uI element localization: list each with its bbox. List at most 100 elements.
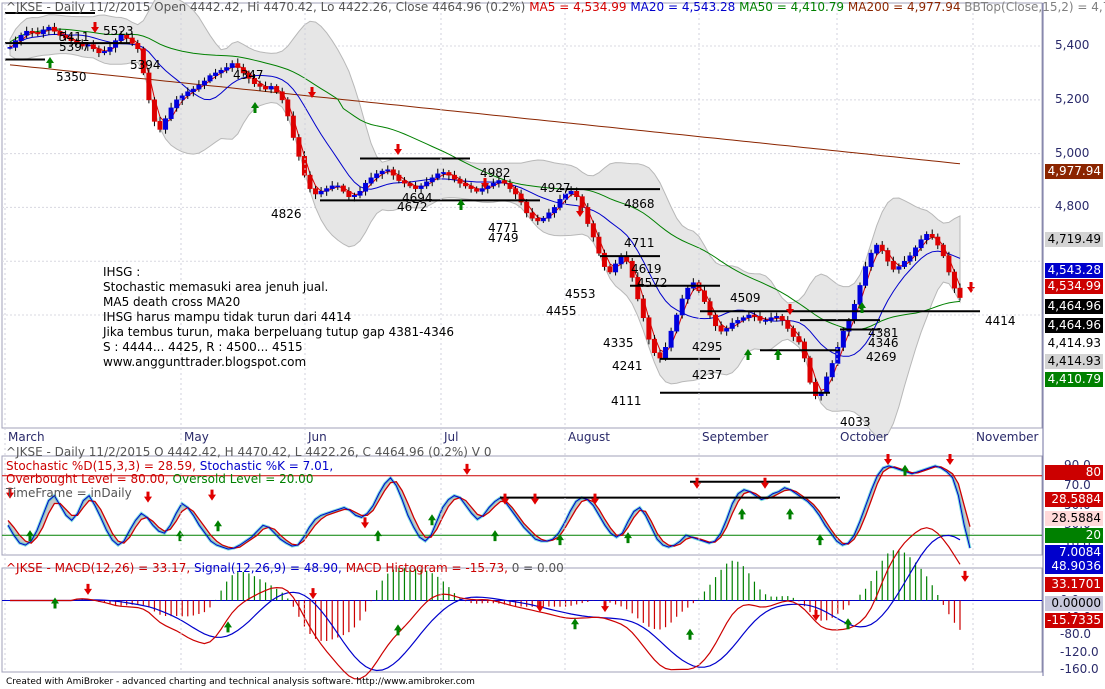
candle-down: [63, 34, 69, 39]
candle-down: [507, 182, 513, 189]
candle-up: [763, 320, 769, 322]
value-badge: -15.7335: [1045, 613, 1103, 628]
candle-down: [296, 137, 302, 157]
ma-label: BBTop(Close,15,2) = 4,719.: [964, 0, 1105, 14]
candle-down: [246, 72, 252, 79]
candle-up: [24, 30, 30, 36]
candle-up: [179, 95, 185, 101]
candle-up: [357, 190, 363, 196]
candle-down: [274, 86, 280, 93]
candle-up: [185, 91, 191, 97]
candle-down: [140, 48, 146, 74]
candle-up: [824, 376, 830, 394]
candle-down: [701, 290, 707, 302]
price-level-label: 4749: [488, 231, 519, 245]
price-level-label: 4237: [692, 368, 723, 382]
stoch-sell-arrow-icon: [463, 463, 471, 475]
price-level-label: 5397: [59, 40, 90, 54]
candle-down: [890, 260, 896, 270]
candle-up: [840, 330, 846, 348]
price-level-label: 4295: [692, 340, 723, 354]
value-badge: 48.9036: [1045, 559, 1103, 574]
candle-down: [157, 121, 163, 130]
candle-down: [785, 320, 791, 329]
stoch-y-tick: 70.0: [1064, 477, 1091, 492]
candle-down: [929, 234, 935, 238]
sell-arrow-icon: [91, 22, 99, 33]
stoch-sell-arrow-icon: [361, 517, 369, 529]
note-line: MA5 death cross MA20: [103, 295, 241, 309]
stoch-buy-arrow-icon: [491, 530, 499, 542]
stoch-buy-arrow-icon: [26, 530, 34, 542]
candle-up: [363, 182, 369, 192]
price-level-label: 4335: [603, 336, 634, 350]
stoch-d-line: [7, 466, 971, 549]
candle-up: [324, 188, 330, 192]
buy-arrow-icon: [251, 102, 259, 113]
analysis-note: IHSG : Stochastic memasuki area jenuh jua…: [103, 265, 454, 370]
candle-down: [313, 188, 319, 195]
macd-panel: [1, 567, 1043, 673]
candle-up: [479, 188, 485, 192]
stoch-sell-arrow-icon: [693, 477, 701, 489]
candle-down: [524, 201, 530, 214]
price-header: ^JKSE - Daily 11/2/2015 Open 4442.42, Hi…: [6, 0, 526, 14]
candle-down: [124, 34, 130, 39]
candle-up: [163, 118, 169, 130]
candle-down: [813, 381, 819, 397]
stoch-buy-arrow-icon: [816, 534, 824, 546]
stoch-sell-arrow-icon: [884, 453, 892, 465]
candle-down: [757, 316, 763, 321]
candle-up: [857, 285, 863, 305]
candle-down: [779, 316, 785, 321]
candle-down: [413, 185, 419, 189]
value-badge: 4,543.28: [1045, 263, 1103, 278]
price-level-label: 4241: [612, 359, 643, 373]
candle-down: [579, 196, 585, 208]
macd-y-tick: -120.0: [1060, 644, 1099, 659]
macd-line: [10, 527, 961, 680]
note-line: IHSG :: [103, 265, 141, 279]
main-header: ^JKSE - Daily 11/2/2015 Open 4442.42, Hi…: [6, 0, 1105, 14]
price-y-tick: 5,200: [1055, 91, 1090, 106]
macd-header-text: 0 = 0.00: [507, 561, 564, 575]
candle-down: [29, 30, 35, 33]
x-axis-month-label: September: [702, 430, 769, 444]
candle-down: [396, 174, 402, 181]
stoch-buy-arrow-icon: [556, 534, 564, 546]
macd-buy-arrow-icon: [394, 624, 402, 636]
value-badge: 28.5884: [1045, 492, 1103, 507]
price-level-label: 4927: [540, 181, 571, 195]
candle-up: [874, 244, 880, 254]
candle-down: [474, 188, 480, 192]
macd-buy-arrow-icon: [686, 628, 694, 640]
ma-label: MA20 = 4,543.28: [626, 0, 736, 14]
candle-up: [190, 88, 196, 93]
stoch-sell-arrow-icon: [761, 477, 769, 489]
price-level-label: 4672: [397, 200, 428, 214]
stoch-buy-arrow-icon: [901, 464, 909, 476]
macd-sell-arrow-icon: [961, 570, 969, 582]
ma-label: MA200 = 4,977.94: [844, 0, 961, 14]
price-level-label: 4711: [624, 236, 655, 250]
candle-up: [46, 26, 52, 31]
stoch-sell-arrow-icon: [591, 493, 599, 505]
candle-up: [335, 185, 341, 188]
note-line: www.anggunttrader.blogspot.com: [103, 355, 307, 369]
candle-up: [729, 322, 735, 329]
candle-down: [535, 217, 541, 222]
candle-up: [490, 182, 496, 187]
candle-down: [651, 338, 657, 353]
stoch-sell-arrow-icon: [946, 453, 954, 465]
candle-down: [290, 115, 296, 138]
buy-arrow-icon: [457, 199, 465, 210]
value-badge: 7.0084: [1045, 545, 1103, 560]
candle-down: [646, 317, 652, 340]
price-level-label: 4572: [637, 276, 668, 290]
candle-up: [351, 195, 357, 197]
sell-arrow-icon: [786, 304, 794, 315]
candle-down: [51, 26, 57, 32]
candle-down: [129, 37, 135, 44]
price-level-label: 5394: [130, 58, 161, 72]
price-level-label: 5523: [103, 24, 134, 38]
